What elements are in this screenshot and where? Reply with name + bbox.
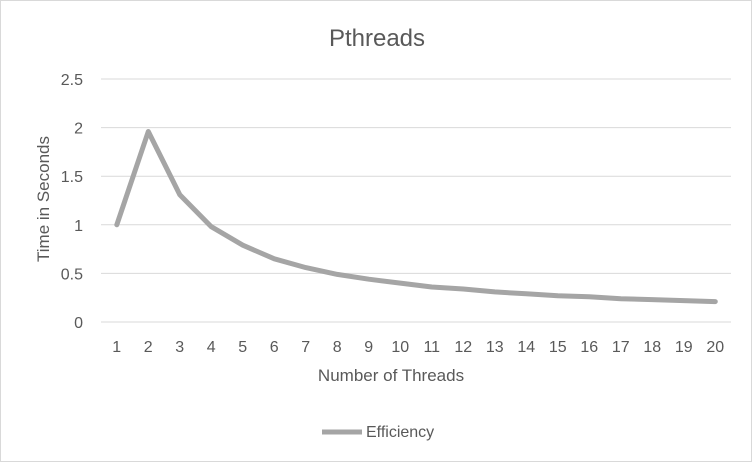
chart-title: Pthreads <box>329 25 425 52</box>
legend: Efficiency <box>322 424 434 441</box>
x-tick-label: 9 <box>364 339 373 356</box>
series-line-efficiency <box>114 129 718 305</box>
x-tick-label: 14 <box>517 339 535 356</box>
x-tick-label: 18 <box>643 339 661 356</box>
x-tick-label: 2 <box>144 339 153 356</box>
x-tick-label: 7 <box>301 339 310 356</box>
y-axis-title: Time in Seconds <box>34 136 53 262</box>
x-tick-label: 4 <box>207 339 216 356</box>
x-axis-ticks: 1 2 3 4 5 6 7 8 9 10 11 12 13 14 15 16 17 18 19 20 <box>112 339 724 356</box>
x-tick-label: 5 <box>238 339 247 356</box>
x-tick-label: 10 <box>391 339 409 356</box>
x-tick-label: 1 <box>112 339 121 356</box>
x-tick-label: 12 <box>454 339 472 356</box>
y-tick-label: 2.5 <box>61 72 83 89</box>
series-layer <box>114 129 718 305</box>
y-tick-label: 1 <box>74 218 83 235</box>
x-tick-label: 16 <box>580 339 598 356</box>
y-tick-label: 0 <box>74 315 83 332</box>
x-axis-title: Number of Threads <box>318 366 464 385</box>
y-tick-label: 0.5 <box>61 266 83 283</box>
x-tick-label: 11 <box>423 339 440 356</box>
x-tick-label: 19 <box>675 339 693 356</box>
x-tick-label: 13 <box>486 339 504 356</box>
x-tick-label: 6 <box>270 339 279 356</box>
x-tick-label: 15 <box>549 339 567 356</box>
y-tick-label: 2 <box>74 121 83 138</box>
x-tick-label: 17 <box>612 339 630 356</box>
x-tick-label: 20 <box>706 339 724 356</box>
legend-label-efficiency: Efficiency <box>366 424 434 441</box>
y-tick-label: 1.5 <box>61 169 83 186</box>
x-tick-label: 3 <box>175 339 184 356</box>
y-axis-ticks: 0 0.5 1 1.5 2 2.5 <box>61 72 83 332</box>
x-tick-label: 8 <box>333 339 342 356</box>
